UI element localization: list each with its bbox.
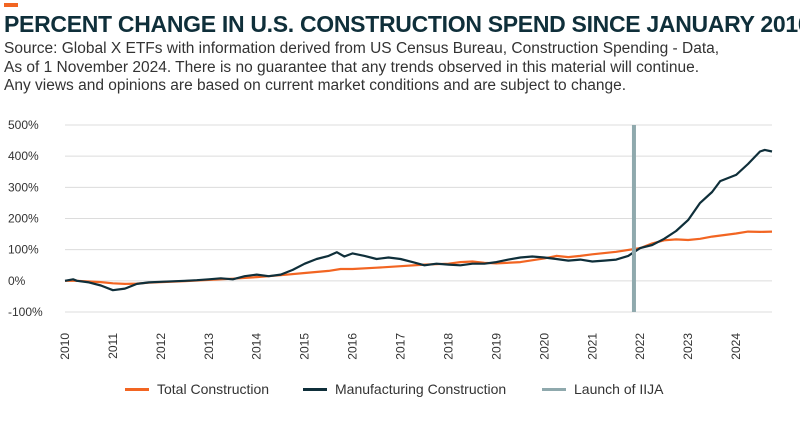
legend-swatch-total (125, 387, 149, 391)
x-tick-label: 2023 (681, 333, 695, 360)
source-note: Source: Global X ETFs with information d… (4, 40, 784, 96)
y-tick-label: 400% (8, 149, 39, 163)
series-line-manufacturing-construction (64, 148, 773, 292)
x-tick-label: 2011 (106, 333, 120, 359)
x-tick-label: 2016 (346, 333, 360, 360)
legend-item-manufacturing: Manufacturing Construction (303, 381, 506, 397)
x-tick-label: 2017 (394, 333, 408, 360)
y-tick-label: 100% (8, 243, 39, 257)
legend-label-manufacturing: Manufacturing Construction (335, 381, 507, 397)
x-tick-label: 2021 (585, 333, 599, 360)
x-tick-label: 2019 (489, 333, 503, 360)
chart-title: PERCENT CHANGE IN U.S. CONSTRUCTION SPEN… (4, 11, 800, 37)
x-tick-label: 2013 (202, 333, 216, 360)
legend-item-total: Total Construction (125, 381, 269, 397)
legend-label-iija: Launch of IIJA (574, 381, 664, 397)
source-line: As of 1 November 2024. There is no guara… (4, 58, 700, 76)
legend-item-iija: Launch of IIJA (542, 381, 664, 397)
x-tick-label: 2022 (633, 333, 647, 360)
accent-bar (4, 3, 18, 7)
y-tick-label: 0% (8, 274, 26, 288)
x-tick-label: 2015 (298, 333, 312, 360)
y-tick-label: -100% (8, 305, 43, 319)
x-tick-label: 2014 (250, 333, 264, 360)
y-tick-label: 300% (8, 180, 39, 194)
x-tick-label: 2018 (441, 333, 455, 360)
x-tick-label: 2020 (537, 333, 551, 360)
legend-swatch-manufacturing (303, 387, 327, 391)
x-tick-label: 2024 (729, 333, 743, 360)
x-tick-label: 2012 (154, 333, 168, 360)
y-tick-label: 500% (8, 118, 39, 132)
chart-legend: Total Construction Manufacturing Constru… (0, 381, 800, 399)
source-line: Source: Global X ETFs with information d… (4, 40, 720, 57)
legend-swatch-iija (542, 387, 566, 391)
x-tick-label: 2010 (58, 333, 72, 360)
y-tick-label: 200% (8, 212, 39, 226)
legend-label-total: Total Construction (157, 381, 270, 397)
series-line-total-construction (65, 230, 773, 285)
source-line: Any views and opinions are based on curr… (4, 77, 627, 94)
